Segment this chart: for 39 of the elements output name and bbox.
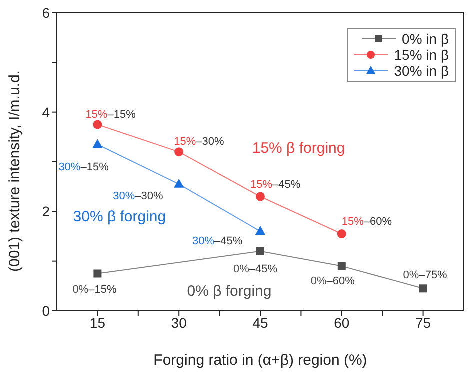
annotation: 0%–60%	[310, 275, 356, 288]
point	[92, 139, 103, 148]
x-tick-label: 60	[334, 314, 350, 331]
point	[256, 226, 266, 236]
y-tick-label: 4	[42, 104, 50, 120]
point	[419, 284, 428, 293]
y-axis-title: (001) texture intensity, I/m.u.d.	[6, 70, 24, 272]
point	[337, 230, 346, 239]
point	[94, 270, 102, 278]
x-tick-label: 45	[252, 314, 268, 331]
point	[174, 178, 184, 188]
x-tick-label: 30	[171, 314, 188, 331]
annotation: 0%–45%	[234, 263, 278, 276]
annotation: 30%–15%	[58, 162, 110, 174]
y-tick-label: 0	[42, 302, 50, 319]
annotation: 15%–15%	[86, 108, 136, 121]
annotation: 15%–45%	[250, 178, 301, 191]
y-tick-label: 6	[42, 4, 50, 21]
legend-label: 15% in β	[394, 47, 449, 63]
point	[338, 262, 346, 270]
legend-label: 0% in β	[402, 31, 449, 47]
x-tick-label: 75	[416, 314, 432, 331]
annotation: 0%–15%	[72, 284, 117, 296]
annotation: 30%–45%	[192, 236, 243, 248]
y-tick-label: 2	[42, 204, 50, 220]
annotation: 15% β forging	[252, 140, 346, 158]
point	[256, 247, 264, 256]
annotation: 15%–30%	[174, 136, 224, 148]
annotation: 30% β forging	[73, 208, 166, 226]
point	[256, 192, 265, 202]
annotation: 15%–60%	[342, 216, 392, 228]
point	[93, 120, 102, 130]
legend-label: 30% in β	[394, 63, 449, 79]
annotation: 0% β forging	[187, 283, 272, 300]
point	[174, 148, 184, 157]
annotation: 30%–30%	[113, 190, 164, 202]
annotation: 0%–75%	[403, 270, 448, 282]
x-tick-label: 15	[90, 314, 106, 331]
x-axis-title: Forging ratio in (α+β) region (%)	[154, 352, 368, 369]
